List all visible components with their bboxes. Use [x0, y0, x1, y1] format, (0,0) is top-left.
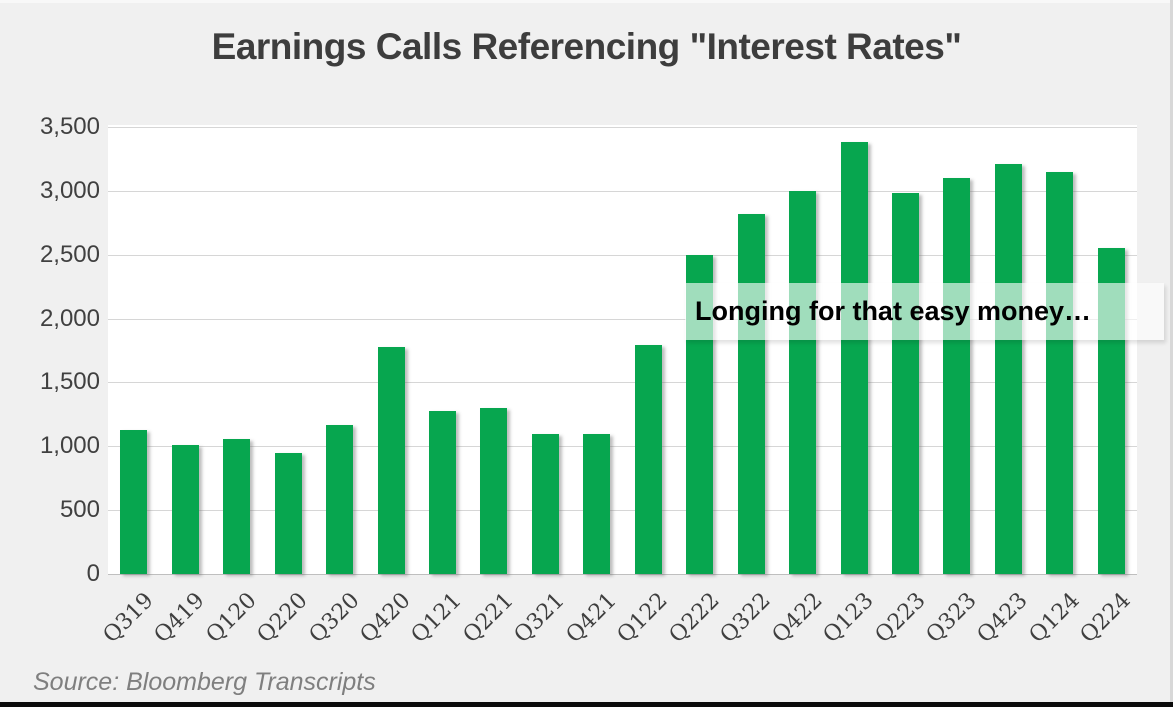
x-tick-label-q220: Q220	[252, 588, 313, 649]
x-tick-label-q124: Q124	[1024, 588, 1085, 649]
x-tick-label-q120: Q120	[201, 588, 262, 649]
gridline-3000	[108, 190, 1137, 192]
bar-q220	[274, 452, 302, 574]
gridline-1000	[108, 446, 1137, 448]
x-tick-label-q320: Q320	[304, 588, 365, 649]
y-tick-label-0: 0	[86, 560, 100, 587]
x-tick-label-q423: Q423	[972, 588, 1034, 649]
bar-q320	[326, 424, 353, 574]
bar-q322	[737, 213, 765, 574]
bar-q223	[892, 193, 919, 574]
x-axis-line	[108, 574, 1137, 575]
x-tick-label-q123: Q123	[818, 588, 879, 649]
y-tick-label-1500: 1,500	[39, 368, 100, 396]
y-tick-label-1000: 1,000	[39, 432, 100, 460]
gridline-2500	[108, 254, 1137, 256]
x-tick-label-q321: Q321	[509, 588, 570, 649]
gridline-500	[108, 510, 1137, 512]
window-top-highlight	[0, 0, 1173, 3]
bar-q321	[531, 433, 559, 574]
x-tick-label-q122: Q122	[612, 588, 673, 649]
bar-q422	[789, 190, 817, 574]
bar-q323	[943, 178, 971, 574]
gridline-3500	[108, 127, 1137, 128]
bar-q423	[994, 164, 1022, 574]
bar-q121	[428, 410, 456, 574]
x-tick-label-q323: Q323	[921, 588, 982, 649]
x-tick-label-q224: Q224	[1075, 588, 1136, 649]
bar-q123	[840, 142, 868, 574]
y-tick-label-500: 500	[59, 496, 100, 524]
x-tick-label-q121: Q121	[406, 588, 468, 649]
chart-title: Earnings Calls Referencing "Interest Rat…	[211, 26, 962, 67]
x-tick-label-q322: Q322	[715, 588, 776, 649]
bar-q319	[120, 429, 148, 574]
x-tick-label-q421: Q421	[561, 588, 622, 649]
bar-q419	[171, 445, 199, 574]
y-tick-label-3500: 3,500	[39, 113, 100, 140]
bar-q120	[223, 438, 251, 574]
x-tick-label-q422: Q422	[767, 588, 828, 649]
x-tick-label-q222: Q222	[664, 588, 725, 649]
y-tick-label-3000: 3,000	[39, 176, 100, 204]
x-tick-label-q420: Q420	[355, 588, 416, 649]
x-tick-label-q319: Q319	[98, 588, 159, 649]
y-tick-label-2500: 2,500	[39, 240, 100, 268]
window-right-edge	[1170, 0, 1173, 707]
bar-q221	[480, 408, 508, 574]
bar-q421	[583, 433, 611, 574]
annotation-textbox: Longing for that easy money…	[685, 283, 1164, 340]
gridline-2000	[108, 318, 1137, 320]
bar-q122	[634, 345, 662, 574]
annotation-label: Longing for that easy money…	[695, 296, 1092, 326]
y-tick-label-2000: 2,000	[39, 304, 100, 332]
x-tick-label-q221: Q221	[458, 588, 519, 649]
gridline-1500	[108, 382, 1137, 384]
window-bottom-edge	[0, 702, 1173, 707]
bar-q420	[377, 346, 405, 574]
bar-q124	[1046, 171, 1074, 574]
plot-area	[108, 125, 1137, 574]
source-note: Source: Bloomberg Transcripts	[33, 668, 376, 696]
x-tick-label-q223: Q223	[870, 588, 931, 649]
x-tick-label-q419: Q419	[149, 588, 210, 649]
